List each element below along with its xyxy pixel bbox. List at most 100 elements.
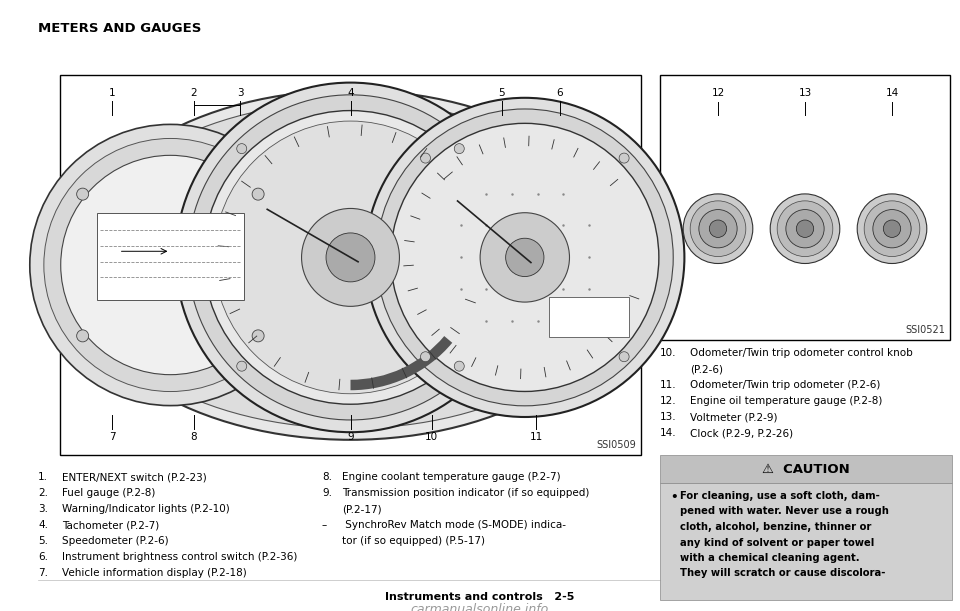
Text: carmanualsonline.info: carmanualsonline.info bbox=[411, 603, 549, 611]
Text: 11: 11 bbox=[530, 432, 543, 442]
Text: 12: 12 bbox=[711, 88, 725, 98]
Text: 10: 10 bbox=[425, 432, 439, 442]
Text: 3.: 3. bbox=[38, 504, 48, 514]
Text: 7: 7 bbox=[109, 432, 115, 442]
Text: Fuel gauge (P.2-8): Fuel gauge (P.2-8) bbox=[62, 488, 156, 498]
Circle shape bbox=[176, 82, 525, 432]
Text: 8.: 8. bbox=[322, 472, 332, 482]
Text: Warning/Indicator lights (P.2-10): Warning/Indicator lights (P.2-10) bbox=[62, 504, 229, 514]
Circle shape bbox=[60, 155, 280, 375]
Wedge shape bbox=[350, 336, 452, 390]
Circle shape bbox=[252, 330, 264, 342]
Circle shape bbox=[77, 330, 88, 342]
Circle shape bbox=[778, 201, 833, 257]
Text: For cleaning, use a soft cloth, dam-: For cleaning, use a soft cloth, dam- bbox=[680, 491, 879, 501]
Circle shape bbox=[684, 194, 753, 263]
Circle shape bbox=[365, 98, 684, 417]
Text: 4.: 4. bbox=[38, 520, 48, 530]
Text: 11.: 11. bbox=[660, 380, 677, 390]
Bar bbox=[97, 213, 244, 300]
Text: 13.: 13. bbox=[660, 412, 677, 422]
Text: 14: 14 bbox=[885, 88, 899, 98]
Text: SSI0521: SSI0521 bbox=[905, 325, 945, 335]
Circle shape bbox=[301, 208, 399, 306]
Circle shape bbox=[44, 139, 297, 392]
Text: with a chemical cleaning agent.: with a chemical cleaning agent. bbox=[680, 553, 859, 563]
Circle shape bbox=[420, 153, 430, 163]
Circle shape bbox=[420, 352, 430, 362]
Text: cloth, alcohol, benzine, thinner or: cloth, alcohol, benzine, thinner or bbox=[680, 522, 872, 532]
Text: tor (if so equipped) (P.5-17): tor (if so equipped) (P.5-17) bbox=[342, 536, 485, 546]
Circle shape bbox=[376, 109, 673, 406]
Circle shape bbox=[204, 111, 497, 404]
Text: Odometer/Twin trip odometer control knob: Odometer/Twin trip odometer control knob bbox=[690, 348, 913, 358]
Circle shape bbox=[857, 194, 926, 263]
Text: Engine oil temperature gauge (P.2-8): Engine oil temperature gauge (P.2-8) bbox=[690, 396, 882, 406]
Bar bbox=[549, 298, 629, 337]
Circle shape bbox=[454, 144, 465, 153]
Text: Instrument brightness control switch (P.2-36): Instrument brightness control switch (P.… bbox=[62, 552, 298, 562]
Text: Vehicle information display (P.2-18): Vehicle information display (P.2-18) bbox=[62, 568, 247, 578]
Text: METERS AND GAUGES: METERS AND GAUGES bbox=[38, 22, 202, 35]
Ellipse shape bbox=[78, 101, 624, 428]
Circle shape bbox=[252, 188, 264, 200]
Text: 4: 4 bbox=[348, 88, 354, 98]
Text: ENTER/NEXT switch (P.2-23): ENTER/NEXT switch (P.2-23) bbox=[62, 472, 206, 482]
Text: Speedometer (P.2-6): Speedometer (P.2-6) bbox=[62, 536, 169, 546]
Circle shape bbox=[326, 233, 375, 282]
Circle shape bbox=[709, 220, 727, 238]
Text: (P.2-17): (P.2-17) bbox=[342, 504, 382, 514]
Text: 9: 9 bbox=[348, 432, 354, 442]
Text: 3: 3 bbox=[237, 88, 244, 98]
Circle shape bbox=[883, 220, 900, 238]
Bar bbox=[60, 75, 641, 455]
Text: 6: 6 bbox=[557, 88, 563, 98]
Text: Clock (P.2-9, P.2-26): Clock (P.2-9, P.2-26) bbox=[690, 428, 793, 438]
Text: Transmission position indicator (if so equipped): Transmission position indicator (if so e… bbox=[342, 488, 589, 498]
Text: ⚠  CAUTION: ⚠ CAUTION bbox=[762, 463, 850, 475]
Bar bbox=[660, 483, 952, 600]
Circle shape bbox=[391, 123, 659, 392]
Text: 1: 1 bbox=[109, 88, 115, 98]
Text: 2: 2 bbox=[190, 88, 197, 98]
Circle shape bbox=[699, 210, 737, 248]
Text: Voltmeter (P.2-9): Voltmeter (P.2-9) bbox=[690, 412, 778, 422]
Circle shape bbox=[454, 361, 465, 371]
Text: 7.: 7. bbox=[38, 568, 48, 578]
Circle shape bbox=[770, 194, 840, 263]
Text: Engine coolant temperature gauge (P.2-7): Engine coolant temperature gauge (P.2-7) bbox=[342, 472, 561, 482]
Text: 1.: 1. bbox=[38, 472, 48, 482]
Text: 5.: 5. bbox=[38, 536, 48, 546]
Circle shape bbox=[619, 352, 629, 362]
Text: Instruments and controls   2-5: Instruments and controls 2-5 bbox=[385, 592, 575, 602]
Text: SynchroRev Match mode (S-MODE) indica-: SynchroRev Match mode (S-MODE) indica- bbox=[342, 520, 566, 530]
Ellipse shape bbox=[69, 90, 633, 440]
Text: 6.: 6. bbox=[38, 552, 48, 562]
Circle shape bbox=[873, 210, 911, 248]
Text: 10.: 10. bbox=[660, 348, 677, 358]
Text: They will scratch or cause discolora-: They will scratch or cause discolora- bbox=[680, 568, 885, 579]
Circle shape bbox=[237, 361, 247, 371]
Text: (P.2-6): (P.2-6) bbox=[690, 364, 723, 374]
Circle shape bbox=[796, 220, 814, 238]
Text: any kind of solvent or paper towel: any kind of solvent or paper towel bbox=[680, 538, 875, 547]
Text: •: • bbox=[670, 491, 678, 504]
Circle shape bbox=[214, 121, 487, 393]
Text: 9.: 9. bbox=[322, 488, 332, 498]
Circle shape bbox=[690, 201, 746, 257]
Text: Tachometer (P.2-7): Tachometer (P.2-7) bbox=[62, 520, 159, 530]
Circle shape bbox=[506, 238, 544, 277]
Text: 2.: 2. bbox=[38, 488, 48, 498]
Text: –: – bbox=[322, 520, 327, 530]
Text: 13: 13 bbox=[799, 88, 811, 98]
Text: 8: 8 bbox=[190, 432, 197, 442]
Circle shape bbox=[480, 213, 569, 302]
Text: pened with water. Never use a rough: pened with water. Never use a rough bbox=[680, 507, 889, 516]
Text: SSI0509: SSI0509 bbox=[596, 440, 636, 450]
Circle shape bbox=[30, 125, 311, 406]
Bar bbox=[660, 75, 950, 340]
Text: Odometer/Twin trip odometer (P.2-6): Odometer/Twin trip odometer (P.2-6) bbox=[690, 380, 880, 390]
Bar bbox=[660, 455, 952, 483]
Circle shape bbox=[786, 210, 824, 248]
Circle shape bbox=[77, 188, 88, 200]
